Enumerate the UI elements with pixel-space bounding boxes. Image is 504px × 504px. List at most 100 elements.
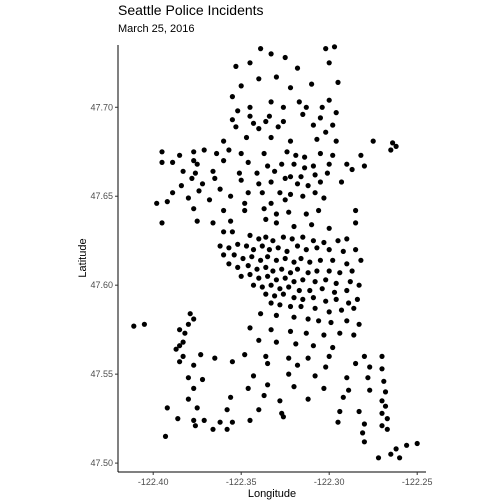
- data-point: [280, 234, 286, 240]
- data-point: [194, 161, 200, 167]
- data-point: [265, 254, 271, 260]
- data-point: [266, 247, 272, 253]
- data-point: [194, 405, 200, 411]
- data-point: [185, 195, 191, 201]
- data-point: [233, 124, 239, 130]
- data-point: [287, 138, 294, 144]
- data-point: [337, 408, 343, 415]
- data-point: [317, 179, 323, 185]
- data-point: [273, 339, 279, 345]
- data-point: [282, 197, 288, 203]
- data-point: [381, 378, 387, 384]
- data-point: [384, 426, 390, 432]
- data-point: [349, 166, 355, 173]
- data-point: [379, 423, 385, 429]
- data-point: [245, 159, 251, 165]
- data-point: [294, 362, 301, 368]
- data-point: [388, 147, 394, 153]
- data-point: [370, 138, 376, 144]
- data-point: [249, 254, 255, 260]
- data-point: [268, 99, 274, 105]
- data-point: [317, 150, 323, 157]
- data-point: [303, 247, 309, 253]
- data-point: [170, 190, 176, 196]
- data-point: [312, 190, 318, 196]
- data-point: [375, 455, 382, 461]
- data-point: [338, 307, 345, 313]
- data-point: [273, 277, 279, 283]
- data-point: [268, 179, 274, 185]
- data-point: [217, 243, 223, 249]
- data-point: [187, 311, 193, 317]
- y-tick-label: 47.70: [90, 102, 113, 112]
- data-point: [280, 104, 286, 110]
- data-point: [236, 170, 242, 176]
- data-point: [291, 384, 297, 390]
- data-point: [273, 220, 279, 226]
- data-point: [298, 255, 304, 262]
- data-point: [382, 403, 389, 409]
- data-point: [265, 382, 271, 388]
- data-point: [294, 266, 301, 272]
- data-point: [226, 147, 232, 153]
- data-point: [201, 147, 207, 153]
- data-point: [314, 268, 320, 274]
- data-point: [282, 54, 288, 61]
- data-point: [256, 76, 262, 82]
- data-point: [393, 446, 399, 452]
- data-point: [277, 398, 283, 404]
- data-point: [273, 74, 279, 80]
- data-point: [307, 259, 313, 265]
- data-point: [201, 417, 207, 423]
- data-point: [170, 159, 176, 165]
- data-point: [289, 236, 295, 242]
- x-tick-label: -122.40: [138, 477, 169, 487]
- data-point: [309, 222, 315, 228]
- data-point: [254, 266, 260, 272]
- data-point: [414, 440, 420, 447]
- data-point: [302, 165, 308, 171]
- data-point: [358, 152, 364, 158]
- data-point: [317, 115, 323, 121]
- data-point: [214, 150, 220, 157]
- data-point: [287, 328, 294, 334]
- y-tick-label: 47.55: [90, 369, 113, 379]
- data-point: [180, 339, 186, 345]
- data-point: [238, 83, 244, 89]
- data-point: [356, 321, 362, 327]
- data-point: [335, 238, 341, 244]
- data-point: [347, 279, 353, 285]
- data-point: [317, 257, 323, 263]
- data-point: [300, 296, 306, 302]
- data-point: [303, 211, 309, 217]
- data-point: [141, 321, 147, 327]
- x-axis-title: Longitude: [248, 488, 296, 500]
- data-point: [189, 175, 195, 181]
- data-point: [229, 94, 235, 100]
- data-point: [268, 327, 274, 333]
- data-point: [291, 314, 297, 320]
- data-point: [250, 373, 257, 379]
- data-point: [344, 318, 350, 324]
- data-point: [250, 120, 257, 126]
- data-point: [337, 270, 343, 276]
- data-point: [282, 275, 288, 281]
- data-point: [247, 113, 253, 119]
- data-point: [319, 286, 325, 292]
- data-point: [159, 220, 165, 226]
- x-tick-label: -122.35: [226, 477, 257, 487]
- data-point: [277, 302, 283, 308]
- data-point: [340, 248, 346, 254]
- data-point: [323, 277, 329, 283]
- data-point: [390, 140, 396, 146]
- data-point: [305, 270, 311, 276]
- data-point: [192, 170, 198, 176]
- data-point: [321, 239, 327, 246]
- x-tick-label: -122.30: [314, 477, 345, 487]
- data-point: [291, 295, 297, 301]
- y-tick-label: 47.65: [90, 191, 113, 201]
- data-point: [210, 426, 216, 432]
- data-point: [287, 174, 294, 180]
- data-point: [177, 359, 183, 365]
